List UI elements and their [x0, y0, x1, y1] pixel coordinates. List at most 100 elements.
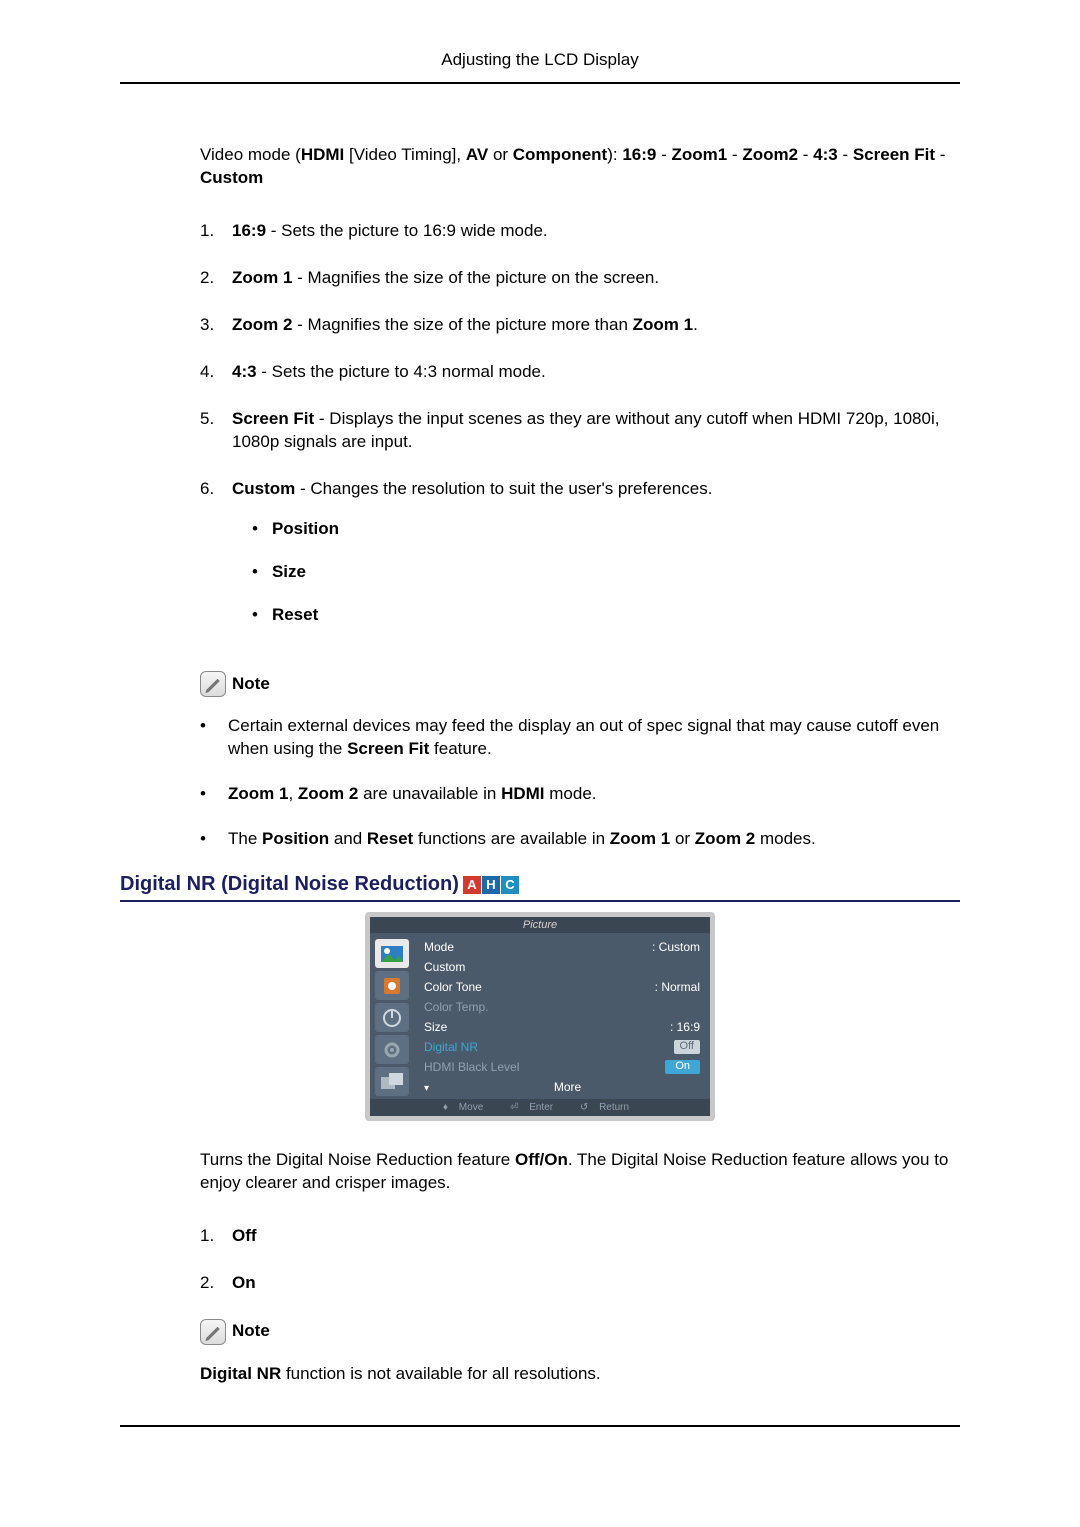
page: Adjusting the LCD Display Video mode (HD… [0, 0, 1080, 1527]
text: modes. [755, 829, 815, 848]
list-item: Zoom 1, Zoom 2 are unavailable in HDMI m… [200, 783, 960, 806]
osd-menu-screenshot: Picture Mode: Custom Custom Color Tone: … [365, 912, 715, 1121]
text-bold: HDMI [301, 145, 344, 164]
osd-row-label: Color Tone [424, 980, 482, 994]
sub-item: Size [252, 561, 960, 584]
text-bold: 4:3 [813, 145, 838, 164]
item-number: 1. [200, 220, 232, 243]
item-text: Zoom 2 - Magnifies the size of the pictu… [232, 314, 960, 337]
note-heading: Note [200, 1319, 960, 1345]
badge-h: H [482, 876, 500, 894]
text-bold: Component [513, 145, 607, 164]
text: - Displays the input scenes as they are … [232, 409, 939, 451]
osd-row-value: Off [674, 1040, 700, 1054]
osd-menu-rows: Mode: Custom Custom Color Tone: Normal C… [414, 933, 710, 1099]
osd-row-value: : 16:9 [670, 1020, 700, 1034]
item-number: 2. [200, 267, 232, 290]
osd-row-label: More [554, 1080, 581, 1094]
list-item: 2. Zoom 1 - Magnifies the size of the pi… [200, 267, 960, 290]
text-bold: Screen Fit [232, 409, 314, 428]
text-bold: Zoom2 [742, 145, 798, 164]
item-text: Off [232, 1225, 960, 1248]
text-bold: Zoom 1 [610, 829, 670, 848]
list-item: The Position and Reset functions are ava… [200, 828, 960, 851]
text-bold: Screen Fit [347, 739, 429, 758]
custom-sub-list: Position Size Reset [252, 518, 960, 627]
list-item: 1. Off [200, 1225, 960, 1248]
text-bold: Custom [232, 479, 295, 498]
text: Video mode ( [200, 145, 301, 164]
text-bold: 4:3 [232, 362, 257, 381]
list-item: Certain external devices may feed the di… [200, 715, 960, 761]
text: mode. [545, 784, 597, 803]
setup-icon [375, 1003, 409, 1032]
osd-row-label: Digital NR [424, 1040, 478, 1054]
osd-menu-title: Picture [370, 917, 710, 933]
notes-list: Certain external devices may feed the di… [200, 715, 960, 851]
text-bold: Off/On [515, 1150, 568, 1169]
text: , [288, 784, 297, 803]
page-title: Adjusting the LCD Display [120, 50, 960, 84]
text: ): [607, 145, 622, 164]
footer-divider [120, 1425, 960, 1427]
intro-paragraph: Video mode (HDMI [Video Timing], AV or C… [200, 144, 960, 190]
mode-badges: A H C [463, 876, 520, 894]
text: - Sets the picture to 4:3 normal mode. [257, 362, 546, 381]
heading-text: Digital NR (Digital Noise Reduction) [120, 873, 459, 896]
text: - [798, 145, 813, 164]
note-label: Note [232, 673, 270, 696]
osd-side-icons [370, 933, 414, 1099]
text-bold: Position [262, 829, 329, 848]
multi-icon [375, 1067, 409, 1096]
text: Enter [529, 1102, 553, 1113]
osd-footer-enter: ⏎ Enter [510, 1102, 561, 1113]
osd-row-label: Color Temp. [424, 1000, 488, 1014]
size-options-list: 1. 16:9 - Sets the picture to 16:9 wide … [200, 220, 960, 647]
text: functions are available in [413, 829, 610, 848]
text-bold: Position [272, 519, 339, 538]
list-item: 1. 16:9 - Sets the picture to 16:9 wide … [200, 220, 960, 243]
text-bold: Zoom 2 [298, 784, 358, 803]
sub-item: Position [252, 518, 960, 541]
text-bold: Reset [367, 829, 413, 848]
osd-menu-body: Mode: Custom Custom Color Tone: Normal C… [370, 933, 710, 1099]
text: . [693, 315, 698, 334]
item-number: 6. [200, 478, 232, 648]
text-bold: HDMI [501, 784, 544, 803]
item-text: Zoom 1 - Magnifies the size of the pictu… [232, 267, 960, 290]
item-number: 5. [200, 408, 232, 454]
text: The [228, 829, 262, 848]
text-bold: AV [466, 145, 488, 164]
sound-icon [375, 971, 409, 1000]
text-bold: Reset [272, 605, 318, 624]
text-bold: Zoom1 [671, 145, 727, 164]
text-bold: Zoom 1 [228, 784, 288, 803]
text: or [670, 829, 695, 848]
osd-row-hdmiblack: HDMI Black LevelOn [424, 1057, 700, 1077]
item-number: 2. [200, 1272, 232, 1295]
text-bold: 16:9 [232, 221, 266, 240]
badge-c: C [501, 876, 519, 894]
text: Certain external devices may feed the di… [228, 716, 939, 758]
item-text: Zoom 1, Zoom 2 are unavailable in HDMI m… [228, 783, 597, 806]
section-heading-digital-nr: Digital NR (Digital Noise Reduction) A H… [120, 873, 960, 902]
osd-row-custom: Custom [424, 957, 700, 977]
item-text: 4:3 - Sets the picture to 4:3 normal mod… [232, 361, 960, 384]
text: - Magnifies the size of the picture on t… [292, 268, 659, 287]
text: - [727, 145, 742, 164]
text: - Sets the picture to 16:9 wide mode. [266, 221, 548, 240]
item-number: 3. [200, 314, 232, 337]
text-bold: 16:9 [622, 145, 656, 164]
item-text: Certain external devices may feed the di… [228, 715, 960, 761]
item-text: Screen Fit - Displays the input scenes a… [232, 408, 960, 454]
osd-row-colortone: Color Tone: Normal [424, 977, 700, 997]
text: - [838, 145, 853, 164]
sub-item: Reset [252, 604, 960, 627]
text: Turns the Digital Noise Reduction featur… [200, 1150, 515, 1169]
osd-row-mode: Mode: Custom [424, 937, 700, 957]
text: are unavailable in [358, 784, 501, 803]
osd-row-size: Size: 16:9 [424, 1017, 700, 1037]
osd-footer-return: ↺ Return [580, 1102, 637, 1113]
list-item: 3. Zoom 2 - Magnifies the size of the pi… [200, 314, 960, 337]
text: - [935, 145, 945, 164]
